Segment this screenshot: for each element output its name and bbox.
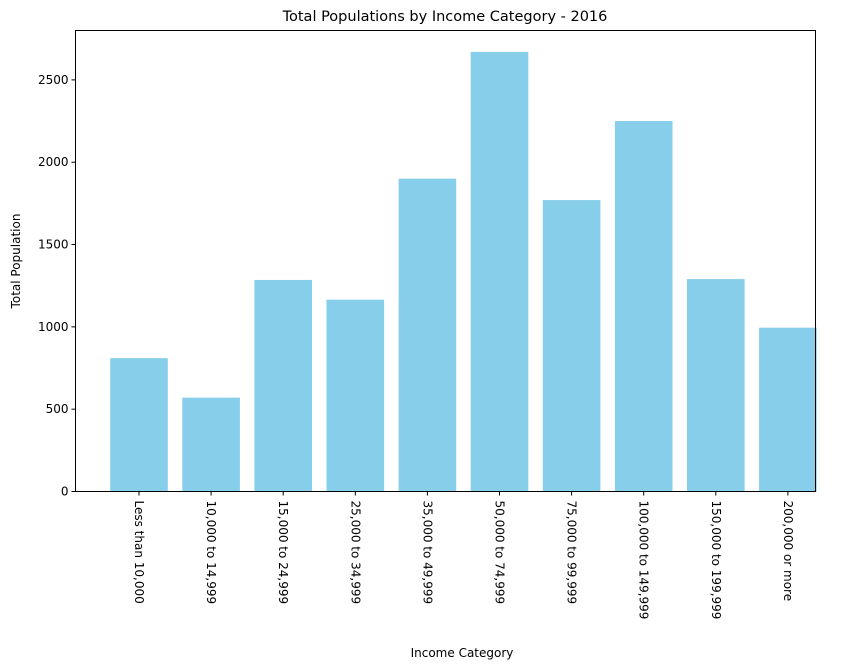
x-tick-label: 15,000 to 24,999 bbox=[276, 501, 290, 605]
bars-group bbox=[110, 51, 817, 492]
bar-7 bbox=[614, 121, 673, 492]
y-tick-label: 2000 bbox=[38, 155, 69, 169]
y-tick-label: 0 bbox=[61, 485, 69, 499]
bar-9 bbox=[759, 327, 817, 492]
x-tick-label: 200,000 or more bbox=[781, 501, 795, 602]
y-tick-label: 2500 bbox=[38, 73, 69, 87]
bar-8 bbox=[687, 279, 745, 492]
x-tick-label: 75,000 to 99,999 bbox=[565, 501, 579, 605]
y-axis-label: Total Population bbox=[9, 214, 23, 310]
x-axis-label: Income Category bbox=[411, 646, 514, 660]
x-axis-ticks: Less than 10,000 10,000 to 14,999 15,000 t… bbox=[132, 491, 795, 620]
y-axis-ticks: 0 500 1000 1500 2000 2500 bbox=[38, 73, 76, 499]
bar-1 bbox=[182, 397, 240, 492]
x-tick-label: Less than 10,000 bbox=[132, 501, 146, 604]
bar-3 bbox=[326, 299, 385, 492]
chart-title: Total Populations by Income Category - 2… bbox=[282, 9, 608, 25]
x-tick-label: 35,000 to 49,999 bbox=[420, 501, 434, 605]
y-tick-label: 1000 bbox=[38, 320, 69, 334]
x-tick-label: 100,000 to 149,999 bbox=[637, 501, 651, 620]
bar-0 bbox=[110, 358, 168, 492]
y-tick-label: 500 bbox=[46, 402, 69, 416]
x-tick-label: 150,000 to 199,999 bbox=[709, 501, 723, 620]
bar-5 bbox=[470, 51, 529, 492]
bar-4 bbox=[398, 178, 457, 492]
plot-frame bbox=[75, 30, 816, 492]
x-tick-label: 50,000 to 74,999 bbox=[493, 501, 507, 605]
x-tick-label: 10,000 to 14,999 bbox=[204, 501, 218, 605]
bar-6 bbox=[542, 200, 601, 492]
y-tick-label: 1500 bbox=[38, 238, 69, 252]
x-tick-label: 25,000 to 34,999 bbox=[348, 501, 362, 605]
bar-2 bbox=[254, 279, 312, 492]
